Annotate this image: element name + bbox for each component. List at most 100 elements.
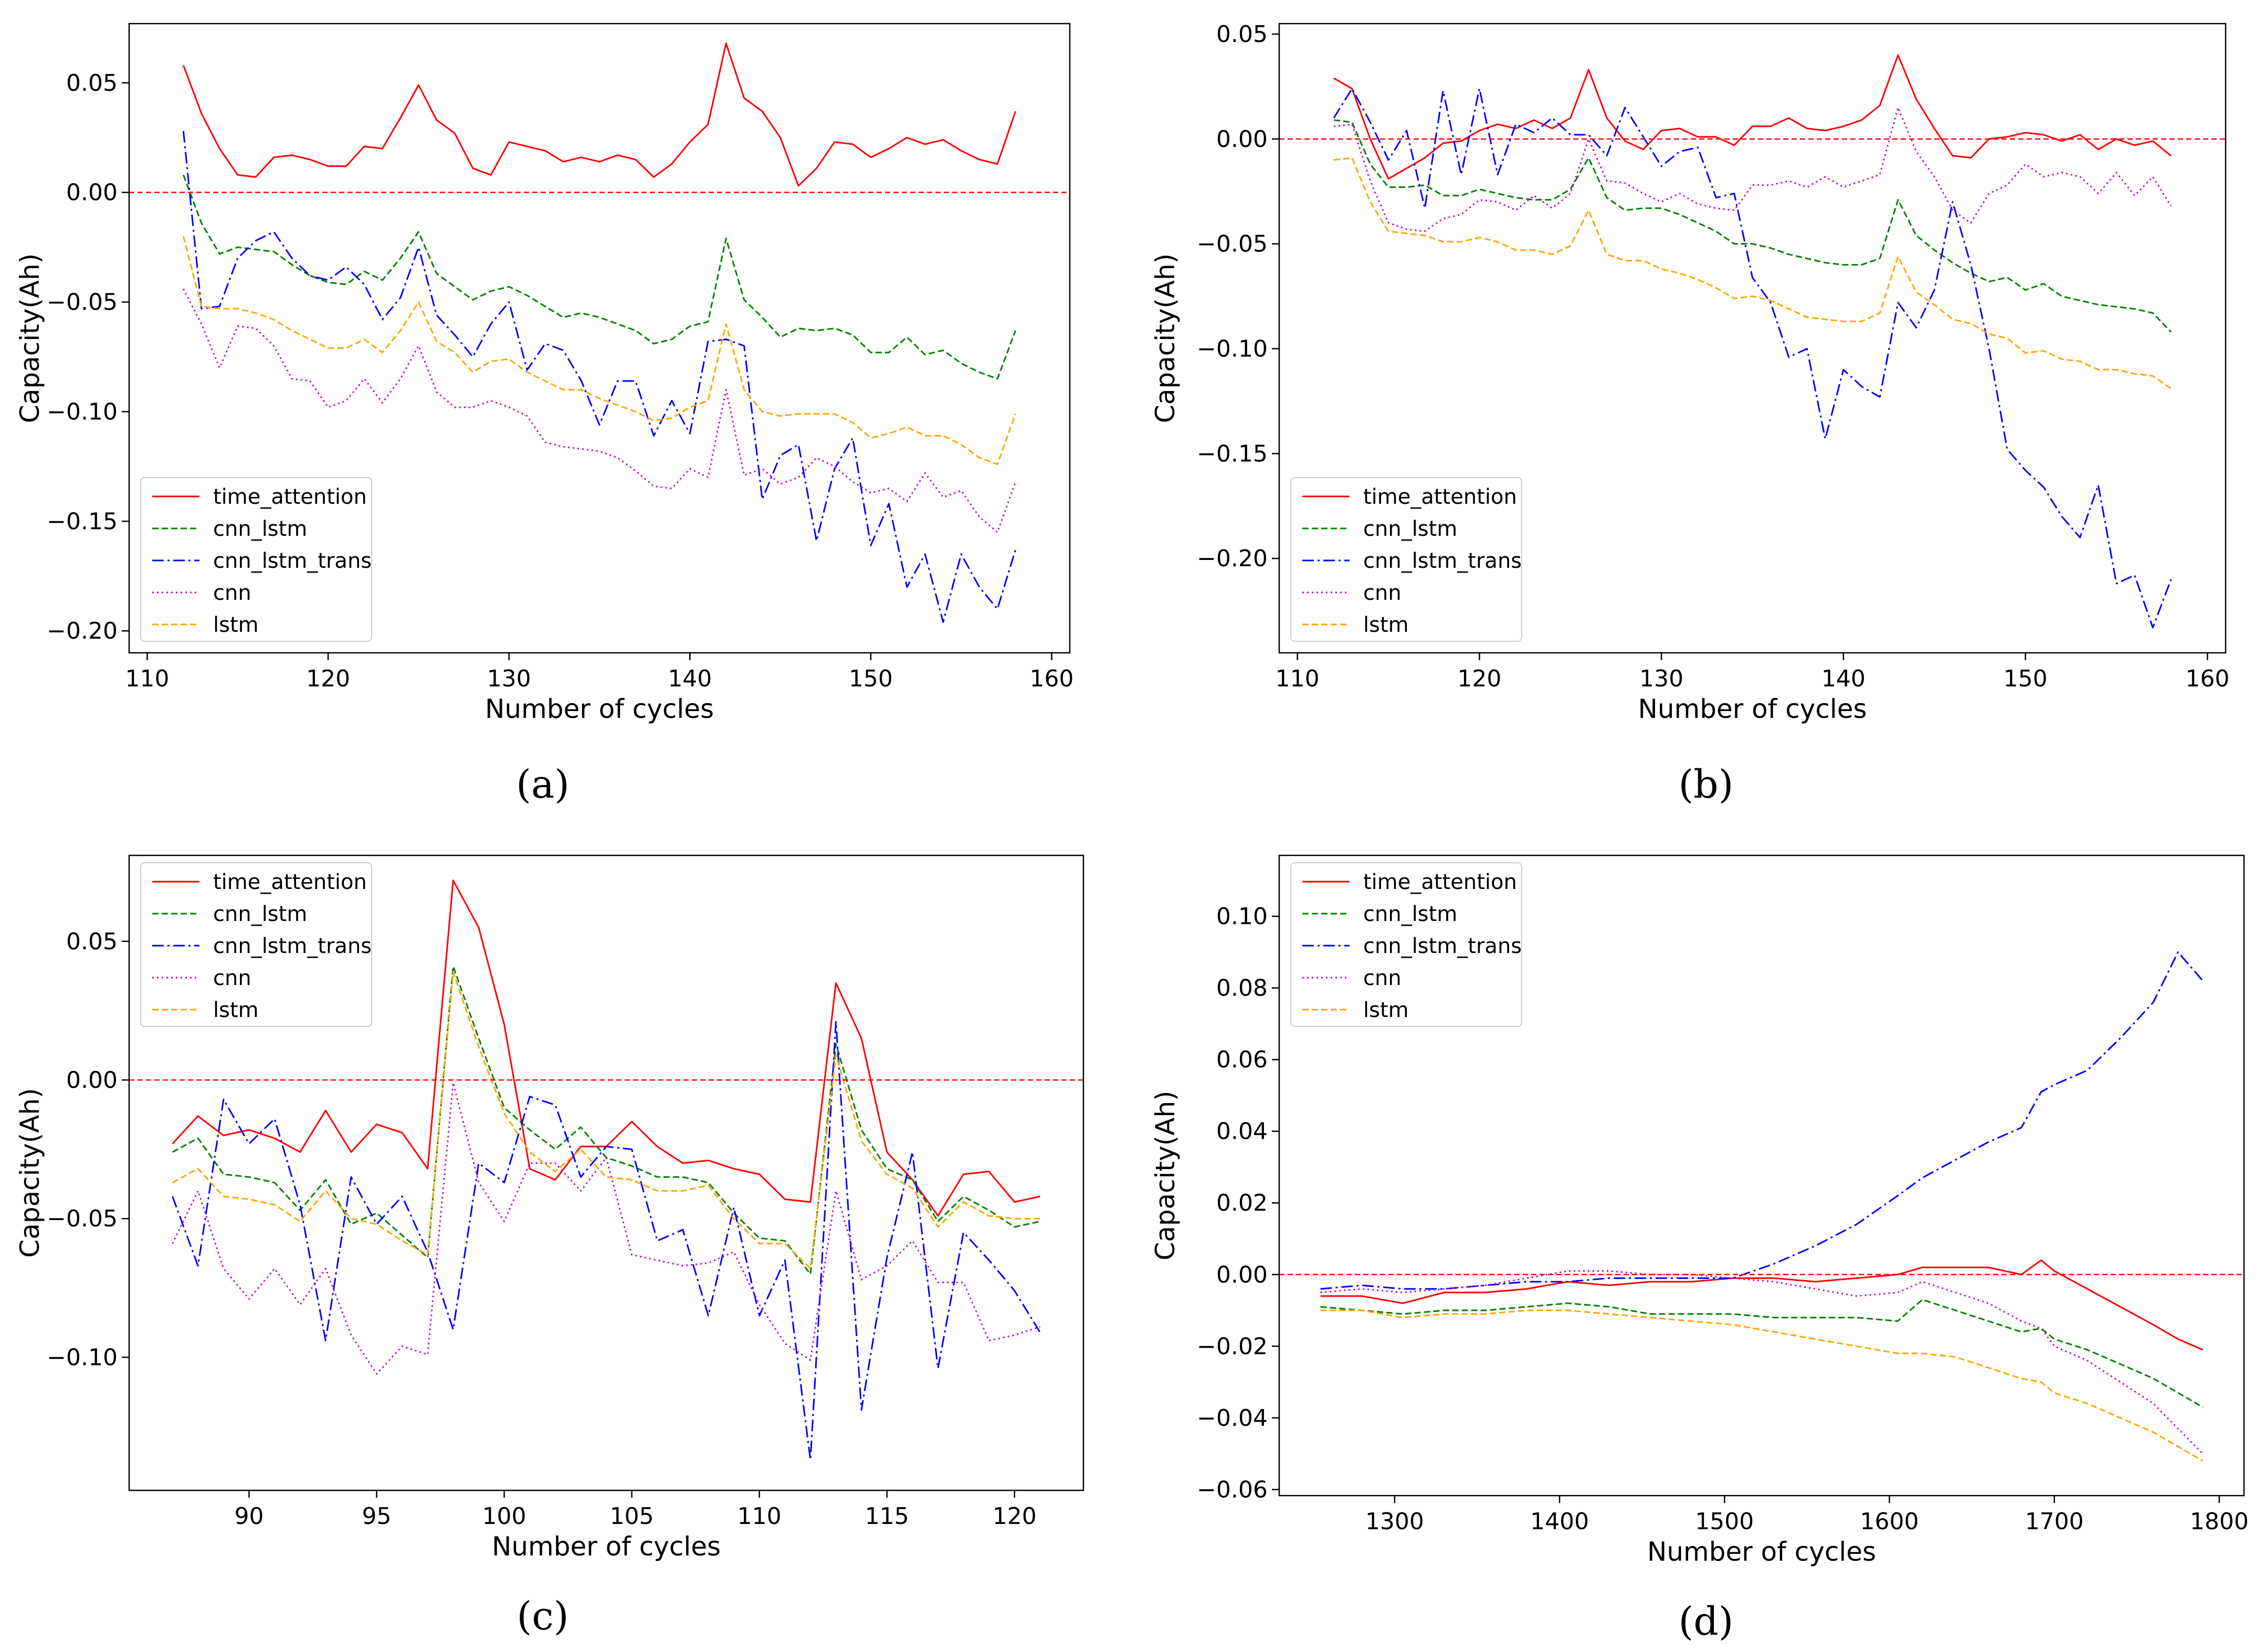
y-tick-label: −0.05 <box>47 289 118 316</box>
series-line-time_attention <box>182 43 1017 187</box>
x-tick-label: 150 <box>849 665 893 692</box>
y-tick-label: 0.08 <box>1216 975 1268 1002</box>
series-line-lstm <box>182 236 1017 465</box>
series-line-cnn_lstm <box>1333 119 2172 333</box>
x-tick-label: 100 <box>482 1503 526 1530</box>
x-tick-label: 120 <box>993 1503 1037 1530</box>
y-tick-label: −0.20 <box>1197 545 1268 572</box>
series-line-cnn_lstm_trans <box>172 1021 1041 1461</box>
y-tick-label: −0.10 <box>47 1344 118 1371</box>
legend-box <box>1290 862 1522 1027</box>
series-line-cnn_lstm_trans <box>1320 951 2204 1290</box>
y-tick-label: −0.05 <box>47 1205 118 1232</box>
y-tick-label: −0.10 <box>47 398 118 425</box>
series-line-cnn <box>1333 107 2172 232</box>
panel-label: (a) <box>516 762 570 807</box>
x-tick-label: 1300 <box>1365 1508 1424 1535</box>
series-line-cnn <box>1320 1270 2204 1455</box>
y-tick-label: −0.02 <box>1197 1333 1268 1360</box>
series-line-cnn_lstm_trans <box>1333 88 2172 629</box>
legend-label-cnn: cnn <box>1363 581 1402 605</box>
x-tick-label: 1400 <box>1530 1508 1589 1535</box>
x-tick-label: 140 <box>1821 665 1866 692</box>
legend-label-cnn_lstm_trans: cnn_lstm_trans <box>1363 549 1522 573</box>
x-axis-label: Number of cycles <box>1647 1537 1876 1567</box>
y-tick-label: −0.10 <box>1197 335 1268 362</box>
x-tick-label: 130 <box>1639 665 1683 692</box>
y-axis-label: Capacity(Ah) <box>1150 253 1181 423</box>
x-tick-label: 1800 <box>2190 1508 2249 1535</box>
x-tick-label: 160 <box>1030 665 1074 692</box>
x-tick-label: 120 <box>306 665 350 692</box>
plot-frame <box>1278 854 2245 1497</box>
y-tick-label: 0.10 <box>1216 903 1268 930</box>
legend-label-lstm: lstm <box>213 998 259 1022</box>
y-tick-label: 0.06 <box>1216 1046 1268 1073</box>
series-line-time_attention <box>1333 54 2172 180</box>
legend-label-cnn_lstm: cnn_lstm <box>1363 517 1457 541</box>
legend-label-time_attention: time_attention <box>213 485 367 509</box>
y-tick-label: 0.05 <box>66 928 118 955</box>
legend-box <box>140 477 372 642</box>
chart-panel-2: 90 95 100 105 110 115 120 0.05 0.00 −0.05 −0.10 Num… <box>15 854 1084 1639</box>
series-line-time_attention <box>1320 1259 2204 1351</box>
x-tick-label: 120 <box>1457 665 1501 692</box>
x-tick-label: 115 <box>865 1503 909 1530</box>
series-line-lstm <box>172 971 1040 1269</box>
panel-label: (c) <box>517 1594 568 1639</box>
legend-label-time_attention: time_attention <box>1363 870 1517 894</box>
y-axis-label: Capacity(Ah) <box>1150 1090 1181 1260</box>
x-tick-label: 1700 <box>2025 1508 2084 1535</box>
x-tick-label: 160 <box>2185 665 2229 692</box>
legend-label-lstm: lstm <box>1363 613 1409 637</box>
legend-label-cnn: cnn <box>213 581 251 605</box>
x-tick-label: 110 <box>1276 665 1320 692</box>
plot-frame <box>128 854 1084 1491</box>
chart-panel-3: 1300 1400 1500 1600 1700 1800 0.10 0.08 0.06 0.04… <box>1150 854 2249 1644</box>
x-tick-label: 110 <box>738 1503 782 1530</box>
series-line-cnn_lstm <box>182 174 1017 380</box>
y-tick-label: 0.05 <box>66 70 118 97</box>
y-axis-label: Capacity(Ah) <box>15 1088 45 1257</box>
series-group <box>172 880 1041 1461</box>
legend-label-cnn_lstm_trans: cnn_lstm_trans <box>213 934 372 958</box>
legend-box <box>140 862 372 1027</box>
y-tick-label: −0.20 <box>47 618 118 644</box>
legend-label-cnn_lstm: cnn_lstm <box>213 517 307 541</box>
x-tick-label: 105 <box>610 1503 654 1530</box>
x-tick-label: 95 <box>362 1503 392 1530</box>
y-tick-label: −0.15 <box>47 508 118 535</box>
y-tick-label: −0.15 <box>1197 440 1268 467</box>
series-line-cnn <box>172 1082 1040 1375</box>
y-tick-label: 0.04 <box>1216 1118 1268 1145</box>
legend-box <box>1290 477 1522 642</box>
series-line-cnn_lstm_trans <box>182 131 1017 623</box>
y-tick-label: −0.05 <box>1197 231 1268 258</box>
x-tick-label: 1600 <box>1860 1508 1919 1535</box>
panel-label: (d) <box>1678 1599 1733 1644</box>
plot-frame <box>1278 23 2227 654</box>
series-line-cnn_lstm <box>1320 1299 2204 1408</box>
x-tick-label: 1500 <box>1695 1508 1754 1535</box>
x-tick-label: 140 <box>668 665 712 692</box>
y-tick-label: 0.02 <box>1216 1190 1268 1216</box>
y-tick-label: −0.04 <box>1197 1405 1268 1432</box>
series-line-lstm <box>1333 157 2172 389</box>
legend-label-cnn_lstm_trans: cnn_lstm_trans <box>1363 934 1522 958</box>
y-tick-label: 0.05 <box>1216 21 1268 48</box>
legend-label-cnn: cnn <box>1363 966 1402 990</box>
legend-label-cnn_lstm_trans: cnn_lstm_trans <box>213 549 372 573</box>
x-axis-label: Number of cycles <box>485 694 714 724</box>
x-tick-label: 110 <box>125 665 169 692</box>
series-group <box>1333 54 2172 629</box>
series-line-cnn_lstm <box>172 965 1040 1275</box>
legend-label-time_attention: time_attention <box>1363 485 1517 509</box>
y-tick-label: 0.00 <box>1216 126 1268 153</box>
legend-label-cnn_lstm: cnn_lstm <box>1363 902 1457 926</box>
series-group <box>1320 951 2204 1462</box>
